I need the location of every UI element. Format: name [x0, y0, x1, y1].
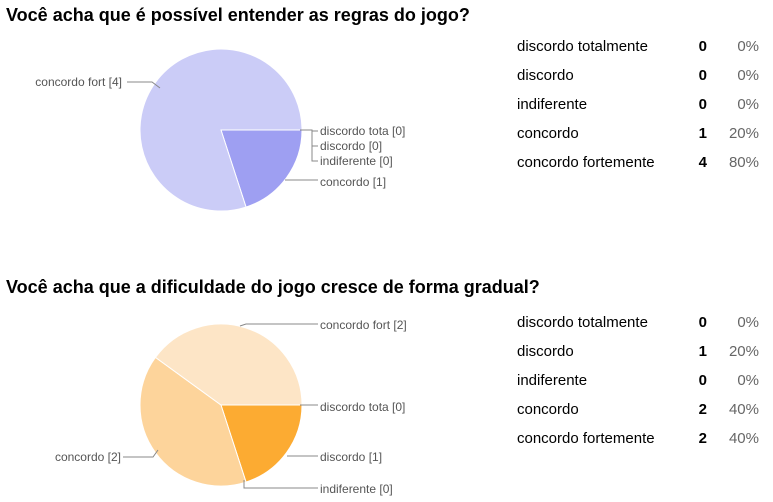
table-row: discordo totalmente 0 0% [512, 308, 759, 337]
response-percent: 80% [728, 154, 759, 171]
response-count: 1 [698, 343, 707, 360]
table-row: concordo 1 20% [512, 119, 759, 148]
response-label: indiferente [517, 96, 588, 113]
response-percent: 0% [737, 67, 759, 84]
table-row: concordo fortemente 2 40% [512, 424, 759, 453]
response-count: 2 [698, 401, 707, 418]
response-count: 0 [698, 372, 707, 389]
table-row: discordo totalmente 0 0% [512, 32, 759, 61]
response-label: discordo [517, 343, 574, 360]
response-label: discordo totalmente [517, 38, 648, 55]
response-label: discordo totalmente [517, 314, 648, 331]
results-table-1: discordo totalmente 0 0% discordo 0 0% indifer… [512, 32, 759, 177]
pie-leaders-1 [127, 81, 318, 181]
pie-slices-2 [139, 323, 303, 487]
pie-chart-1: concordo fort [4] discordo tota [0] disc… [35, 48, 405, 212]
table-row: indiferente 0 0% [512, 366, 759, 395]
question-title-1: Você acha que é possível entender as reg… [6, 5, 470, 25]
pie-slices-1 [139, 48, 303, 212]
pie-slice [220, 404, 303, 483]
question-title-2: Você acha que a dificuldade do jogo cres… [6, 277, 540, 297]
response-percent: 0% [737, 38, 759, 55]
leader-line [127, 81, 161, 89]
response-label: concordo fortemente [517, 154, 655, 171]
response-label: concordo [517, 125, 579, 142]
slice-label: concordo [1] [320, 175, 386, 189]
response-count: 4 [698, 154, 707, 171]
response-percent: 0% [737, 372, 759, 389]
response-count: 0 [698, 38, 707, 55]
pie-slice [154, 323, 303, 406]
table-row: indiferente 0 0% [512, 90, 759, 119]
slice-label: concordo fort [4] [35, 75, 122, 89]
response-count: 0 [698, 96, 707, 113]
pie-leaders-2 [123, 323, 318, 489]
slice-label: discordo tota [0] [320, 400, 405, 414]
response-label: indiferente [517, 372, 588, 389]
response-percent: 20% [728, 343, 759, 360]
slice-label: concordo fort [2] [320, 318, 407, 332]
response-count: 0 [698, 67, 707, 84]
response-percent: 40% [728, 430, 759, 447]
slice-label: indiferente [0] [320, 154, 393, 168]
question-section-1: Você acha que é possível entender as reg… [0, 0, 773, 250]
table-row: discordo 0 0% [512, 61, 759, 90]
response-label: discordo [517, 67, 574, 84]
table-row: concordo 2 40% [512, 395, 759, 424]
response-count: 1 [698, 125, 707, 142]
pie-slice [139, 356, 247, 487]
pie-chart-2: concordo fort [2] discordo tota [0] disc… [55, 318, 407, 496]
slice-label: discordo [0] [320, 139, 382, 153]
response-label: concordo fortemente [517, 430, 655, 447]
slice-label: concordo [2] [55, 450, 121, 464]
pie-slice [139, 48, 303, 212]
slice-label: discordo tota [0] [320, 124, 405, 138]
response-percent: 0% [737, 314, 759, 331]
response-count: 2 [698, 430, 707, 447]
leader-line [239, 323, 318, 327]
response-count: 0 [698, 314, 707, 331]
response-percent: 40% [728, 401, 759, 418]
response-label: concordo [517, 401, 579, 418]
table-row: discordo 1 20% [512, 337, 759, 366]
leader-line [243, 480, 318, 489]
slice-label: discordo [1] [320, 450, 382, 464]
leader-line [123, 449, 159, 458]
results-table-2: discordo totalmente 0 0% discordo 1 20% indife… [512, 308, 759, 453]
response-percent: 20% [728, 125, 759, 142]
question-section-2: Você acha que a dificuldade do jogo cres… [0, 270, 773, 502]
response-percent: 0% [737, 96, 759, 113]
pie-slice [220, 129, 303, 208]
table-row: concordo fortemente 4 80% [512, 148, 759, 177]
slice-label: indiferente [0] [320, 482, 393, 496]
